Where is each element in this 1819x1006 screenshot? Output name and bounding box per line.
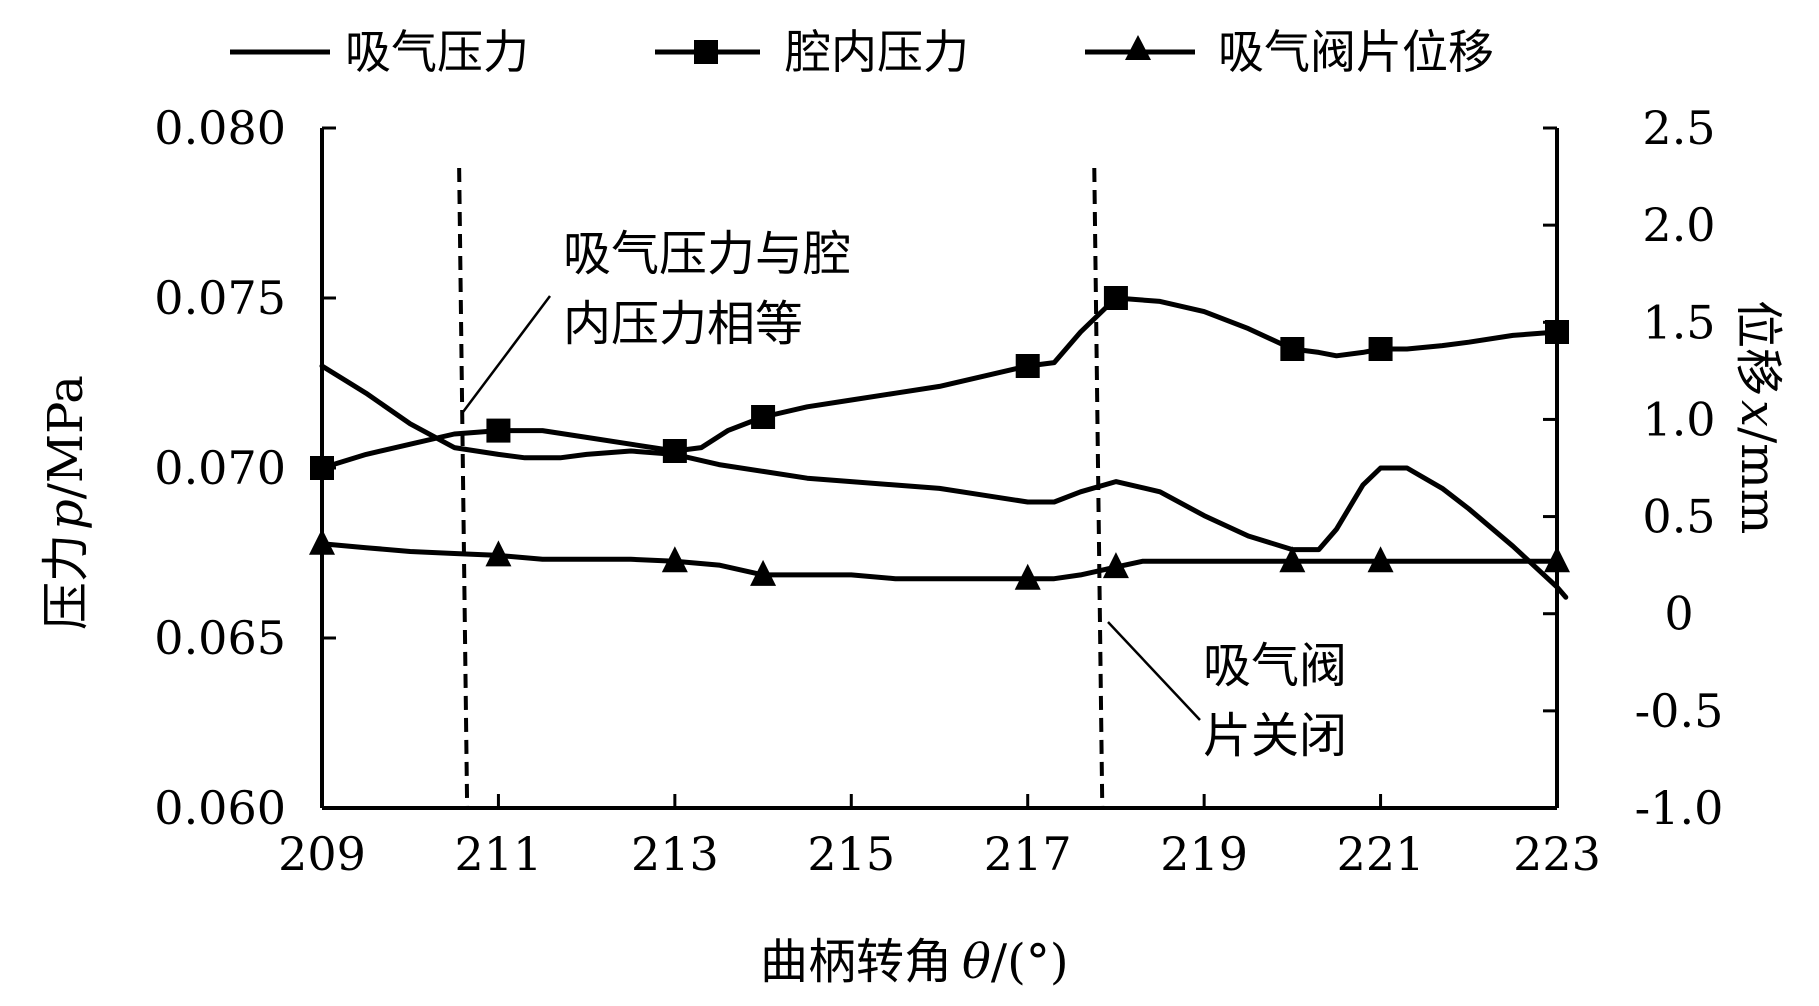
- right-y-tick-label: 2.5: [1642, 101, 1715, 155]
- x-tick-label: 221: [1337, 827, 1425, 881]
- right-y-tick-label: 0: [1664, 587, 1693, 641]
- series-line-valve-displacement: [319, 541, 1560, 582]
- x-tick-label: 211: [455, 827, 543, 881]
- triangle-marker: [1544, 546, 1570, 573]
- square-marker: [751, 405, 776, 429]
- left-y-tick-label: 0.060: [154, 781, 286, 835]
- legend-label-suction-pressure: 吸气压力: [345, 25, 529, 79]
- square-marker: [1103, 286, 1128, 310]
- legend: 吸气压力 腔内压力 吸气阀片位移: [230, 25, 1494, 79]
- x-tick-label: 217: [984, 827, 1072, 881]
- annotation-text-line-2: 内压力相等: [563, 296, 803, 352]
- left-y-tick-label: 0.080: [154, 101, 286, 155]
- right-y-tick-label: 1.5: [1642, 295, 1715, 349]
- right-y-tick-label: 2.0: [1642, 198, 1715, 252]
- left-y-tick-label: 0.075: [154, 271, 286, 325]
- annotation-valve-close: 吸气阀 片关闭: [1107, 621, 1347, 764]
- legend-square-marker-icon: [694, 40, 718, 64]
- square-marker: [310, 456, 334, 480]
- right-y-tick-label: -1.0: [1635, 781, 1724, 835]
- annotation-leader-line: [1107, 621, 1201, 721]
- triangle-marker: [1102, 552, 1129, 579]
- triangle-marker: [661, 546, 688, 573]
- x-tick-label: 209: [278, 827, 366, 881]
- legend-label-valve-displacement: 吸气阀片位移: [1218, 25, 1494, 79]
- legend-item-suction-pressure: 吸气压力: [230, 25, 529, 79]
- triangle-marker: [1367, 546, 1394, 573]
- x-tick-label: 223: [1513, 827, 1601, 881]
- annotation-leader-line: [462, 295, 551, 413]
- square-marker: [1368, 337, 1393, 361]
- series-line-suction-pressure: [319, 363, 1569, 600]
- triangle-marker: [750, 559, 777, 586]
- annotation-text-line-1: 吸气阀: [1203, 638, 1347, 694]
- square-marker: [1015, 354, 1040, 378]
- axes: [320, 128, 1559, 810]
- triangle-marker: [1014, 563, 1041, 590]
- right-y-axis-ticks: -1.0 -0.5 0 0.5 1.0 1.5 2.0 2.5: [1543, 101, 1723, 835]
- x-tick-label: 219: [1160, 827, 1248, 881]
- right-y-tick-label: 1.0: [1642, 392, 1715, 446]
- event-dashed-line-1: [457, 167, 470, 809]
- annotation-text-line-1: 吸气压力与腔: [563, 226, 851, 282]
- right-y-axis-title: 位移x/mm: [1730, 300, 1786, 534]
- series-layer: [309, 286, 1570, 600]
- x-tick-label: 215: [807, 827, 895, 881]
- legend-triangle-marker-icon: [1125, 35, 1151, 60]
- right-y-tick-label: -0.5: [1635, 684, 1724, 738]
- legend-label-chamber-pressure: 腔内压力: [785, 25, 969, 79]
- annotation-equal-pressure: 吸气压力与腔 内压力相等: [462, 226, 851, 413]
- square-marker: [1280, 337, 1305, 361]
- x-axis-ticks: 209 211 213 215 217 219 221 223: [278, 794, 1601, 881]
- left-y-tick-label: 0.070: [154, 441, 286, 495]
- square-marker: [1545, 320, 1569, 344]
- left-y-axis-ticks: 0.060 0.065 0.070 0.075 0.080: [154, 101, 336, 835]
- right-y-tick-label: 0.5: [1642, 490, 1715, 544]
- square-marker: [486, 418, 511, 443]
- square-marker: [662, 439, 687, 463]
- x-axis-title: 曲柄转角 θ/(°): [760, 934, 1069, 990]
- legend-item-valve-displacement: 吸气阀片位移: [1085, 25, 1494, 79]
- annotation-text-line-2: 片关闭: [1203, 708, 1347, 764]
- triangle-marker: [1279, 546, 1306, 573]
- triangle-marker: [485, 540, 512, 567]
- left-y-tick-label: 0.065: [154, 611, 286, 665]
- x-tick-label: 213: [631, 827, 719, 881]
- triangle-marker: [309, 528, 335, 555]
- left-y-axis-title: 压力p/MPa: [38, 375, 94, 630]
- legend-item-chamber-pressure: 腔内压力: [655, 25, 969, 79]
